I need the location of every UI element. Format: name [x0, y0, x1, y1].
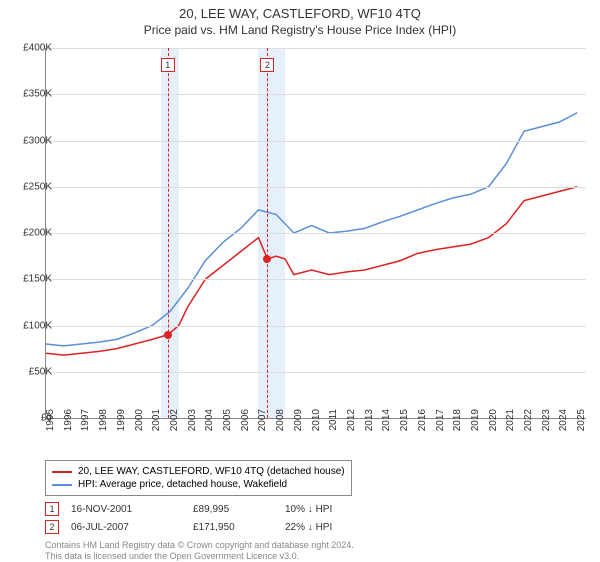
event-line [267, 48, 268, 418]
y-axis-label: £350K [2, 89, 52, 100]
y-axis-label: £50K [2, 366, 52, 377]
y-axis-label: £300K [2, 135, 52, 146]
x-axis-label: 2006 [240, 409, 251, 439]
legend-item: 20, LEE WAY, CASTLEFORD, WF10 4TQ (detac… [52, 465, 345, 478]
gridline [46, 141, 586, 142]
x-axis-label: 2007 [257, 409, 268, 439]
footer-attribution: Contains HM Land Registry data © Crown c… [45, 540, 354, 562]
sale-row: 1 16-NOV-2001 £89,995 10% ↓ HPI [45, 502, 365, 516]
x-axis-label: 1998 [98, 409, 109, 439]
sale-date: 16-NOV-2001 [71, 504, 181, 515]
x-axis-label: 2003 [187, 409, 198, 439]
legend-label: 20, LEE WAY, CASTLEFORD, WF10 4TQ (detac… [78, 466, 345, 477]
x-axis-label: 2010 [311, 409, 322, 439]
chart-plot-area: 12 [45, 48, 586, 419]
footer-line: Contains HM Land Registry data © Crown c… [45, 540, 354, 551]
x-axis-label: 2021 [505, 409, 516, 439]
sale-marker-icon: 1 [45, 502, 59, 516]
legend-swatch [52, 471, 72, 473]
x-axis-label: 2018 [452, 409, 463, 439]
gridline [46, 372, 586, 373]
event-line [168, 48, 169, 418]
x-axis-label: 2008 [275, 409, 286, 439]
x-axis-label: 1995 [45, 409, 56, 439]
x-axis-label: 2019 [470, 409, 481, 439]
series-line [46, 187, 577, 355]
event-marker-icon: 2 [260, 58, 274, 72]
series-line [46, 113, 577, 346]
y-axis-label: £250K [2, 181, 52, 192]
legend-label: HPI: Average price, detached house, Wake… [78, 479, 287, 490]
gridline [46, 94, 586, 95]
sale-price: £89,995 [193, 504, 273, 515]
sale-date: 06-JUL-2007 [71, 522, 181, 533]
legend-swatch [52, 484, 72, 486]
x-axis-label: 2002 [169, 409, 180, 439]
x-axis-label: 2014 [381, 409, 392, 439]
y-axis-label: £150K [2, 274, 52, 285]
y-axis-label: £200K [2, 228, 52, 239]
x-axis-label: 2012 [346, 409, 357, 439]
page-title: 20, LEE WAY, CASTLEFORD, WF10 4TQ [0, 0, 600, 21]
sale-point-icon [263, 255, 271, 263]
x-axis-label: 1996 [63, 409, 74, 439]
gridline [46, 326, 586, 327]
x-axis-label: 2011 [328, 409, 339, 439]
sale-point-icon [164, 331, 172, 339]
event-marker-icon: 1 [161, 58, 175, 72]
sale-hpi-diff: 22% ↓ HPI [285, 522, 365, 533]
x-axis-label: 2020 [488, 409, 499, 439]
legend-item: HPI: Average price, detached house, Wake… [52, 478, 345, 491]
sale-row: 2 06-JUL-2007 £171,950 22% ↓ HPI [45, 520, 365, 534]
y-axis-label: £100K [2, 320, 52, 331]
gridline [46, 187, 586, 188]
gridline [46, 233, 586, 234]
x-axis-label: 2016 [417, 409, 428, 439]
gridline [46, 279, 586, 280]
x-axis-label: 2017 [435, 409, 446, 439]
x-axis-label: 1997 [80, 409, 91, 439]
x-axis-label: 2001 [151, 409, 162, 439]
x-axis-label: 2009 [293, 409, 304, 439]
x-axis-label: 2022 [523, 409, 534, 439]
chart-legend: 20, LEE WAY, CASTLEFORD, WF10 4TQ (detac… [45, 460, 352, 496]
x-axis-label: 2025 [576, 409, 587, 439]
x-axis-label: 2015 [399, 409, 410, 439]
x-axis-label: 2024 [558, 409, 569, 439]
x-axis-label: 1999 [116, 409, 127, 439]
sale-marker-icon: 2 [45, 520, 59, 534]
x-axis-label: 2004 [204, 409, 215, 439]
page-subtitle: Price paid vs. HM Land Registry's House … [0, 21, 600, 41]
x-axis-label: 2005 [222, 409, 233, 439]
x-axis-label: 2023 [541, 409, 552, 439]
y-axis-label: £400K [2, 43, 52, 54]
x-axis-label: 2013 [364, 409, 375, 439]
gridline [46, 48, 586, 49]
sale-hpi-diff: 10% ↓ HPI [285, 504, 365, 515]
x-axis-label: 2000 [134, 409, 145, 439]
sale-price: £171,950 [193, 522, 273, 533]
